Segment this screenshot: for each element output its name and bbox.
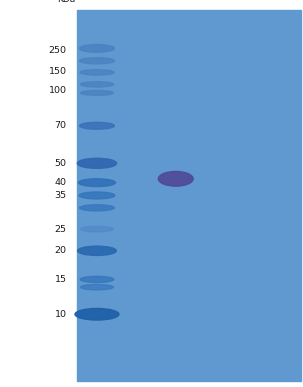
Text: KDa: KDa: [58, 0, 76, 4]
Text: 100: 100: [49, 86, 67, 96]
Text: 10: 10: [55, 310, 67, 319]
Ellipse shape: [80, 82, 114, 87]
Ellipse shape: [79, 192, 115, 199]
Ellipse shape: [81, 284, 113, 290]
Ellipse shape: [78, 179, 115, 187]
Ellipse shape: [81, 91, 113, 95]
Ellipse shape: [81, 226, 113, 232]
Text: 50: 50: [55, 159, 67, 168]
Text: 150: 150: [49, 67, 67, 76]
Text: 25: 25: [55, 224, 67, 234]
Text: 15: 15: [55, 275, 67, 284]
Text: 250: 250: [49, 46, 67, 55]
Text: 70: 70: [55, 121, 67, 130]
Text: 35: 35: [55, 191, 67, 200]
Ellipse shape: [77, 158, 117, 168]
Ellipse shape: [78, 246, 116, 255]
Bar: [77, 10, 301, 381]
Ellipse shape: [75, 308, 119, 320]
Text: 40: 40: [55, 178, 67, 187]
Ellipse shape: [79, 58, 115, 64]
Ellipse shape: [80, 276, 114, 283]
Ellipse shape: [79, 45, 115, 52]
Text: 20: 20: [55, 246, 67, 255]
Ellipse shape: [158, 171, 193, 186]
Ellipse shape: [80, 70, 114, 75]
Ellipse shape: [79, 122, 115, 129]
Ellipse shape: [79, 205, 115, 211]
